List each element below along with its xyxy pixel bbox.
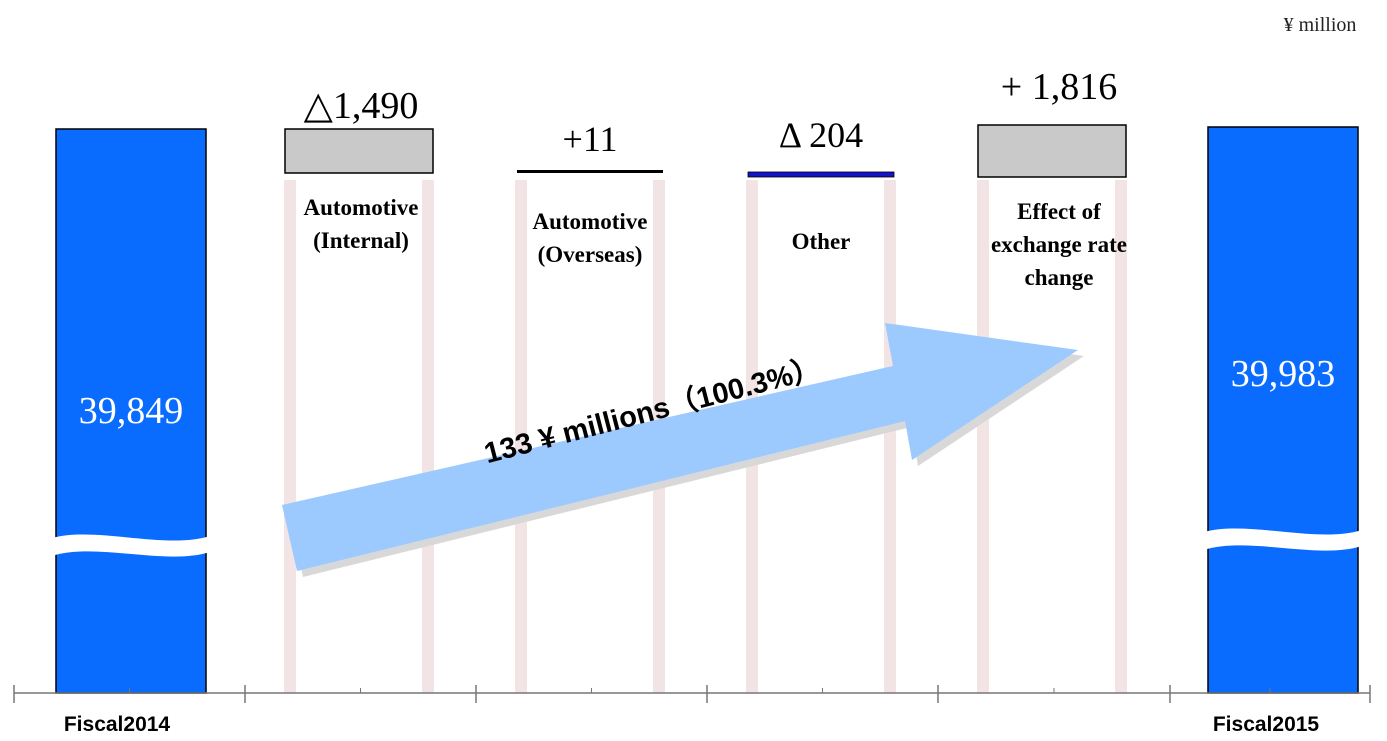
change-value-label: Δ 204: [779, 115, 863, 155]
x-tick-label-fiscal2014: Fiscal2014: [64, 713, 171, 736]
change-item-3: Δ 204 Other: [747, 115, 895, 254]
column-guide: [515, 180, 527, 693]
change-box: [977, 124, 1127, 178]
change-category-label: Other: [792, 229, 851, 254]
change-line: [517, 170, 663, 173]
total-value-label: 39,849: [79, 390, 184, 432]
total-value-label: 39,983: [1231, 353, 1336, 395]
axis-break: [52, 534, 210, 557]
column-guide: [884, 180, 896, 693]
change-item-4: + 1,816 Effect of exchange rate change: [977, 66, 1127, 290]
change-category-label: change: [1025, 265, 1094, 290]
change-value-label: +11: [563, 119, 618, 159]
total-bars: 39,849 39,983: [52, 126, 1362, 694]
unit-label: ¥ million: [1284, 14, 1357, 36]
trend-arrow: 133 ¥ millions（100.3%）: [282, 323, 1084, 577]
column-guide: [284, 180, 296, 693]
change-value-label: + 1,816: [1001, 66, 1117, 108]
change-category-label: Automotive: [304, 195, 419, 220]
column-guide: [977, 180, 989, 693]
change-category-label: (Internal): [313, 228, 409, 253]
x-tick-label-fiscal2015: Fiscal2015: [1213, 713, 1320, 736]
axis-break: [1204, 528, 1362, 551]
x-axis: [13, 685, 1371, 703]
change-item-1: △1,490 Automotive (Internal): [284, 85, 434, 253]
change-category-label: Effect of: [1017, 199, 1101, 224]
trend-arrow-body: [282, 323, 1078, 571]
change-category-label: (Overseas): [538, 242, 643, 267]
column-guide: [422, 180, 434, 693]
change-category-label: Automotive: [533, 209, 648, 234]
total-bar: [1207, 126, 1359, 694]
change-items: △1,490 Automotive (Internal) +11 Automotive (…: [284, 66, 1127, 290]
change-box: [284, 128, 434, 174]
change-item-2: +11 Automotive (Overseas): [517, 119, 663, 267]
change-category-label: exchange rate: [991, 232, 1127, 257]
total-bar-fiscal2014: 39,849: [52, 128, 210, 694]
total-bar-fiscal2015: 39,983: [1204, 126, 1362, 694]
column-guide: [1115, 180, 1127, 693]
change-line: [747, 171, 895, 178]
change-value-label: △1,490: [304, 85, 419, 127]
